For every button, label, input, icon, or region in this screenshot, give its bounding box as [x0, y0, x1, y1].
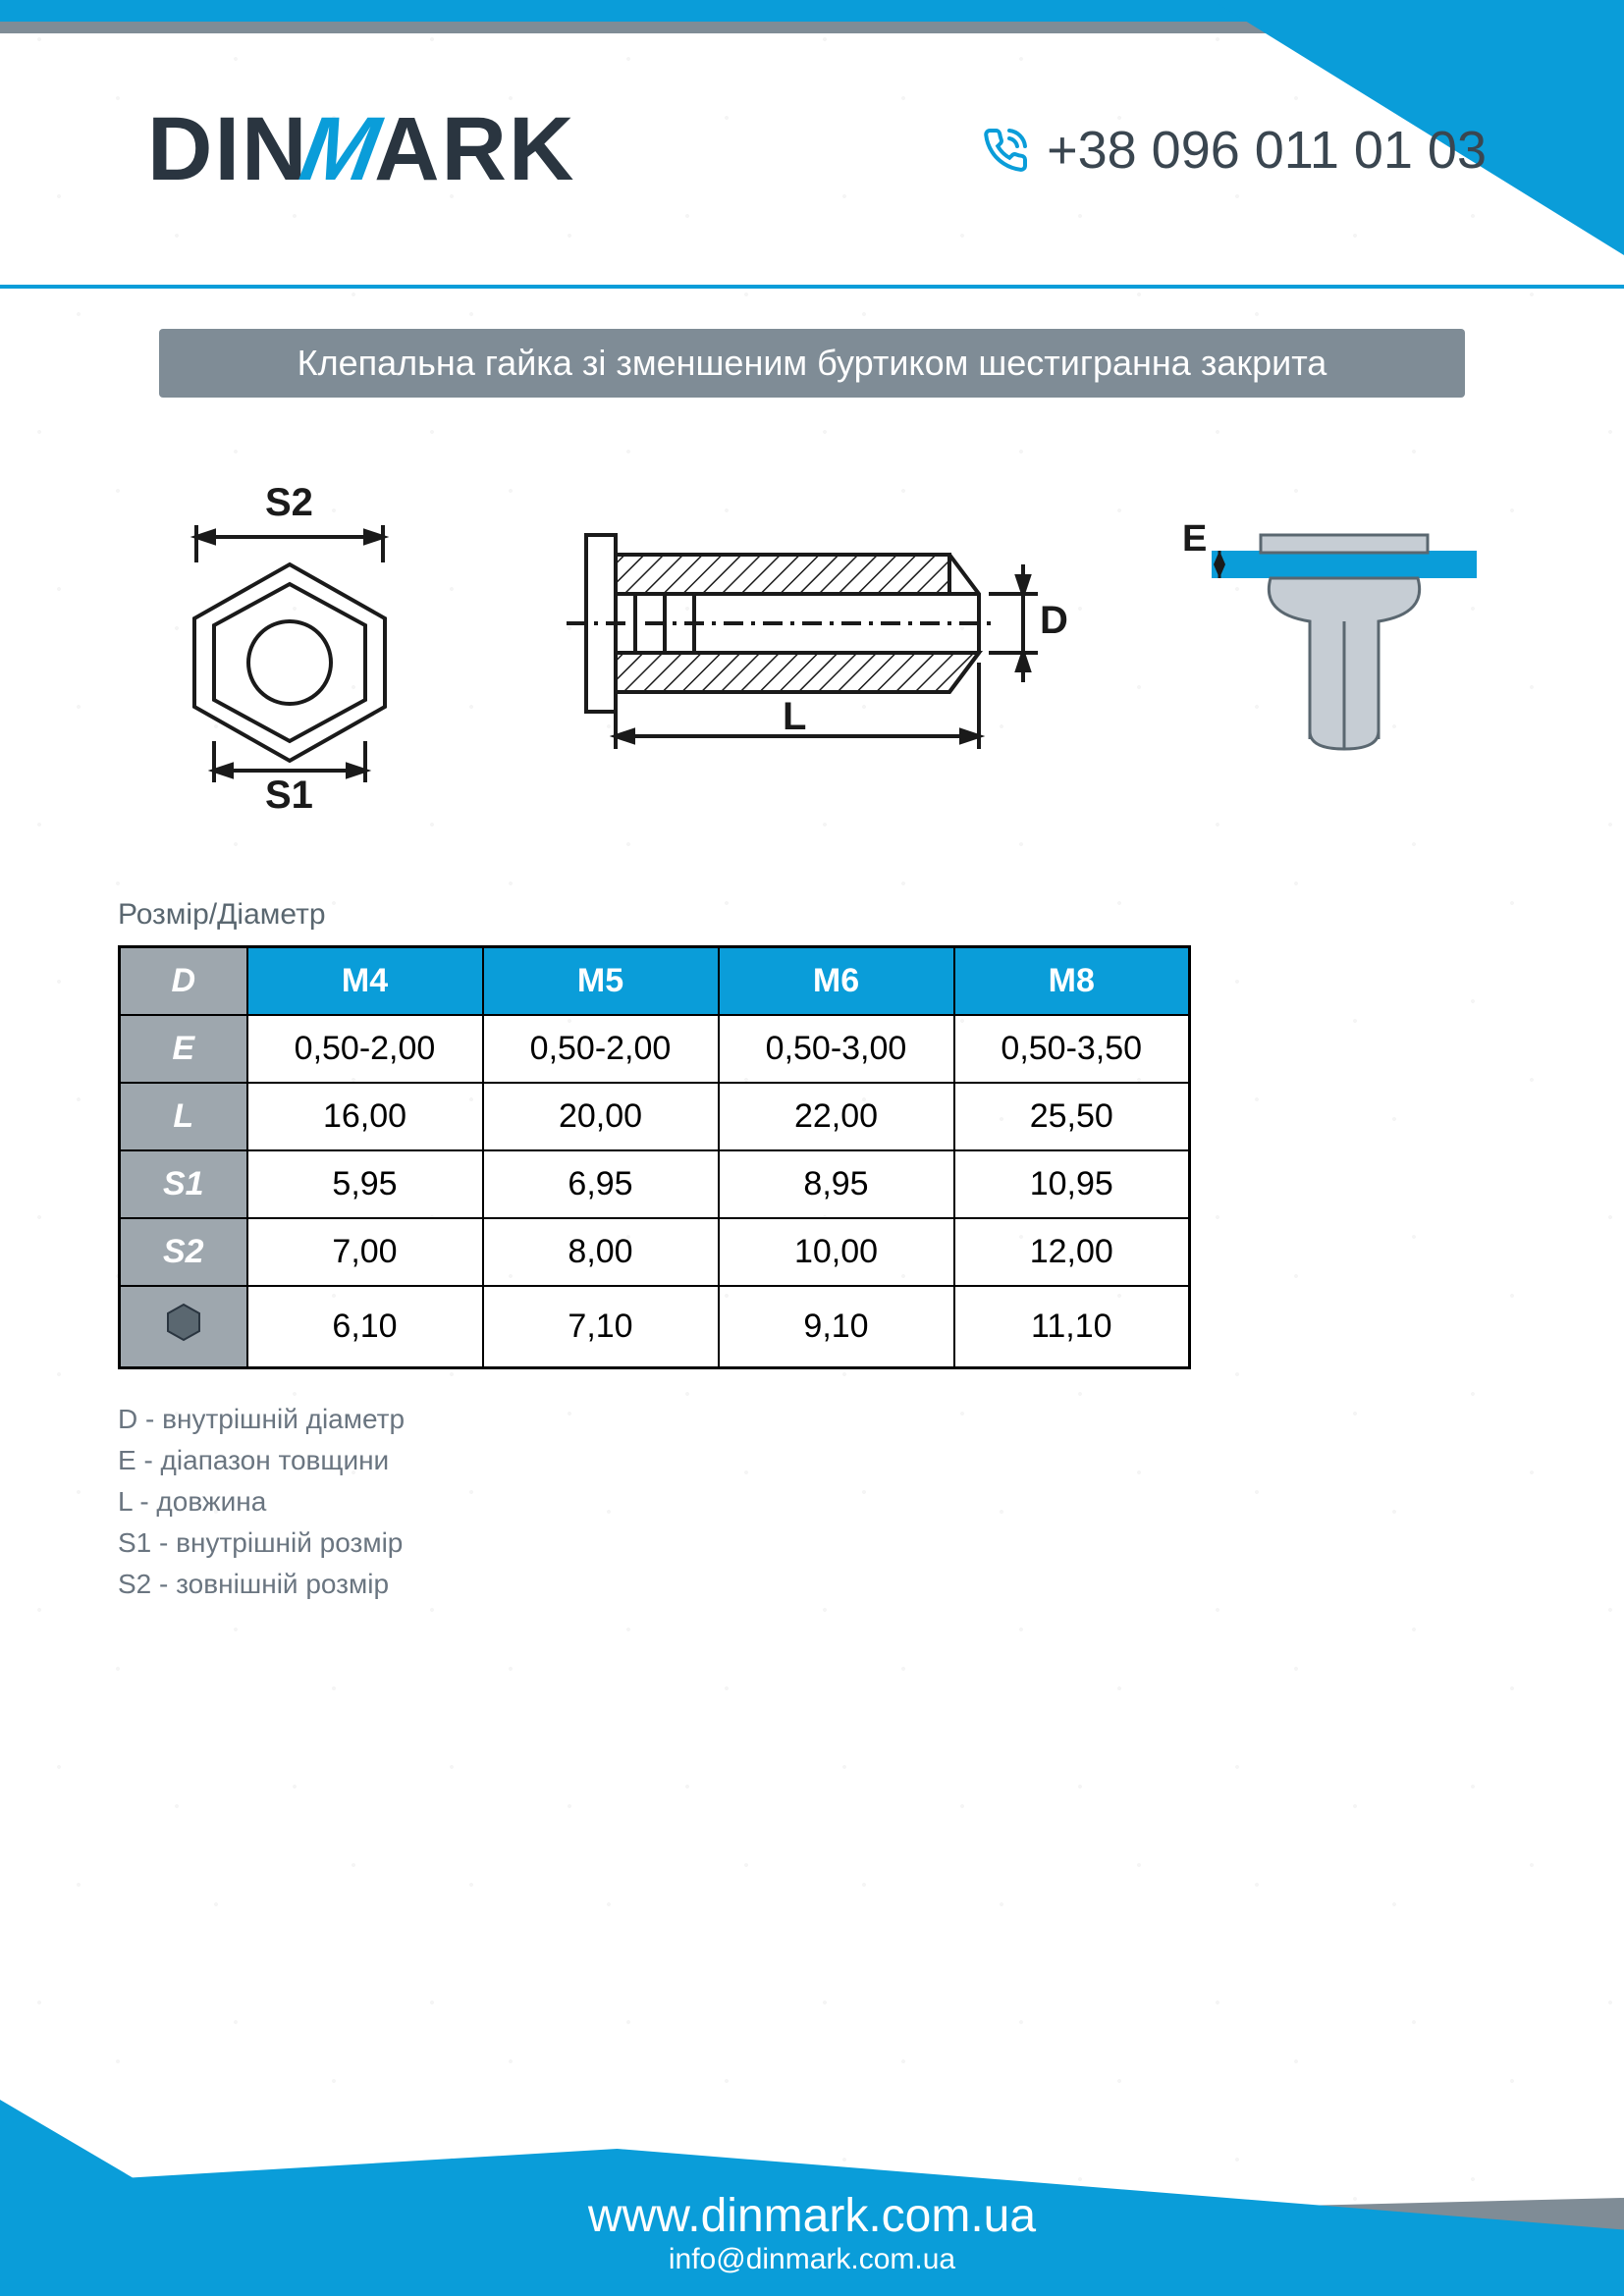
table-cell: 22,00 — [719, 1083, 954, 1150]
table-row-header: L — [120, 1083, 247, 1150]
diagrams-row: S2 S1 — [0, 398, 1624, 849]
table-row: 6,10 7,10 9,10 11,10 — [120, 1286, 1190, 1368]
table-cell: 8,95 — [719, 1150, 954, 1218]
table-col-header: M8 — [954, 947, 1190, 1016]
table-cell: 11,10 — [954, 1286, 1190, 1368]
spec-table: D M4 M5 M6 M8 E 0,50-2,00 0,50-2,00 0,50… — [118, 945, 1191, 1369]
legend-block: D - внутрішній діаметр E - діапазон товщ… — [118, 1399, 1624, 1605]
label-d: D — [1040, 599, 1068, 642]
table-cell: 0,50-2,00 — [483, 1015, 719, 1083]
table-cell: 7,10 — [483, 1286, 719, 1368]
brand-logo: DINMARK — [147, 98, 575, 201]
product-title-bar: Клепальна гайка зі зменшеним буртиком ше… — [159, 329, 1465, 398]
legend-line: D - внутрішній діаметр — [118, 1399, 1624, 1440]
table-row: S2 7,00 8,00 10,00 12,00 — [120, 1218, 1190, 1286]
table-cell: 20,00 — [483, 1083, 719, 1150]
table-cell: 6,10 — [247, 1286, 483, 1368]
table-cell: 7,00 — [247, 1218, 483, 1286]
table-col-header: M5 — [483, 947, 719, 1016]
phone-block: +38 096 011 01 03 — [982, 120, 1487, 181]
legend-line: S2 - зовнішній розмір — [118, 1564, 1624, 1605]
diagram-installed-view: E — [1163, 506, 1487, 780]
table-cell: 0,50-3,50 — [954, 1015, 1190, 1083]
legend-line: L - довжина — [118, 1481, 1624, 1522]
diagram-side-section: D L — [527, 496, 1077, 790]
table-row: S1 5,95 6,95 8,95 10,95 — [120, 1150, 1190, 1218]
product-title: Клепальна гайка зі зменшеним буртиком ше… — [298, 343, 1327, 383]
footer-text: www.dinmark.com.ua info@dinmark.com.ua — [0, 2189, 1624, 2276]
label-l: L — [783, 695, 806, 738]
table-cell: 16,00 — [247, 1083, 483, 1150]
legend-line: E - діапазон товщини — [118, 1440, 1624, 1481]
table-row: E 0,50-2,00 0,50-2,00 0,50-3,00 0,50-3,5… — [120, 1015, 1190, 1083]
logo-text-post: ARK — [374, 98, 575, 201]
table-cell: 6,95 — [483, 1150, 719, 1218]
diagram-hex-top-view: S2 S1 — [137, 476, 442, 810]
footer: www.dinmark.com.ua info@dinmark.com.ua — [0, 2100, 1624, 2296]
label-s2: S2 — [265, 481, 313, 524]
table-row-header: S1 — [120, 1150, 247, 1218]
table-cell: 8,00 — [483, 1218, 719, 1286]
footer-email: info@dinmark.com.ua — [0, 2243, 1624, 2276]
table-row: L 16,00 20,00 22,00 25,50 — [120, 1083, 1190, 1150]
header-divider — [0, 285, 1624, 289]
table-cell: 10,00 — [719, 1218, 954, 1286]
table-caption: Розмір/Діаметр — [118, 898, 1624, 932]
legend-line: S1 - внутрішній розмір — [118, 1522, 1624, 1564]
table-cell: 25,50 — [954, 1083, 1190, 1150]
table-cell: 10,95 — [954, 1150, 1190, 1218]
label-e: E — [1182, 518, 1207, 560]
phone-number: +38 096 011 01 03 — [1047, 120, 1487, 181]
table-cell: 0,50-3,00 — [719, 1015, 954, 1083]
phone-icon — [982, 127, 1029, 174]
table-col-header: M4 — [247, 947, 483, 1016]
table-cell: 0,50-2,00 — [247, 1015, 483, 1083]
header: DINMARK +38 096 011 01 03 — [0, 0, 1624, 240]
table-row-header-hex-icon — [120, 1286, 247, 1368]
footer-url: www.dinmark.com.ua — [0, 2189, 1624, 2243]
table-cell: 12,00 — [954, 1218, 1190, 1286]
table-cell: 5,95 — [247, 1150, 483, 1218]
table-cell: 9,10 — [719, 1286, 954, 1368]
hexagon-icon — [162, 1301, 205, 1344]
table-row-header: E — [120, 1015, 247, 1083]
table-header-row: D M4 M5 M6 M8 — [120, 947, 1190, 1016]
label-s1: S1 — [265, 774, 313, 810]
table-col-header: M6 — [719, 947, 954, 1016]
logo-text-pre: DIN — [147, 98, 308, 201]
table-corner-cell: D — [120, 947, 247, 1016]
table-row-header: S2 — [120, 1218, 247, 1286]
